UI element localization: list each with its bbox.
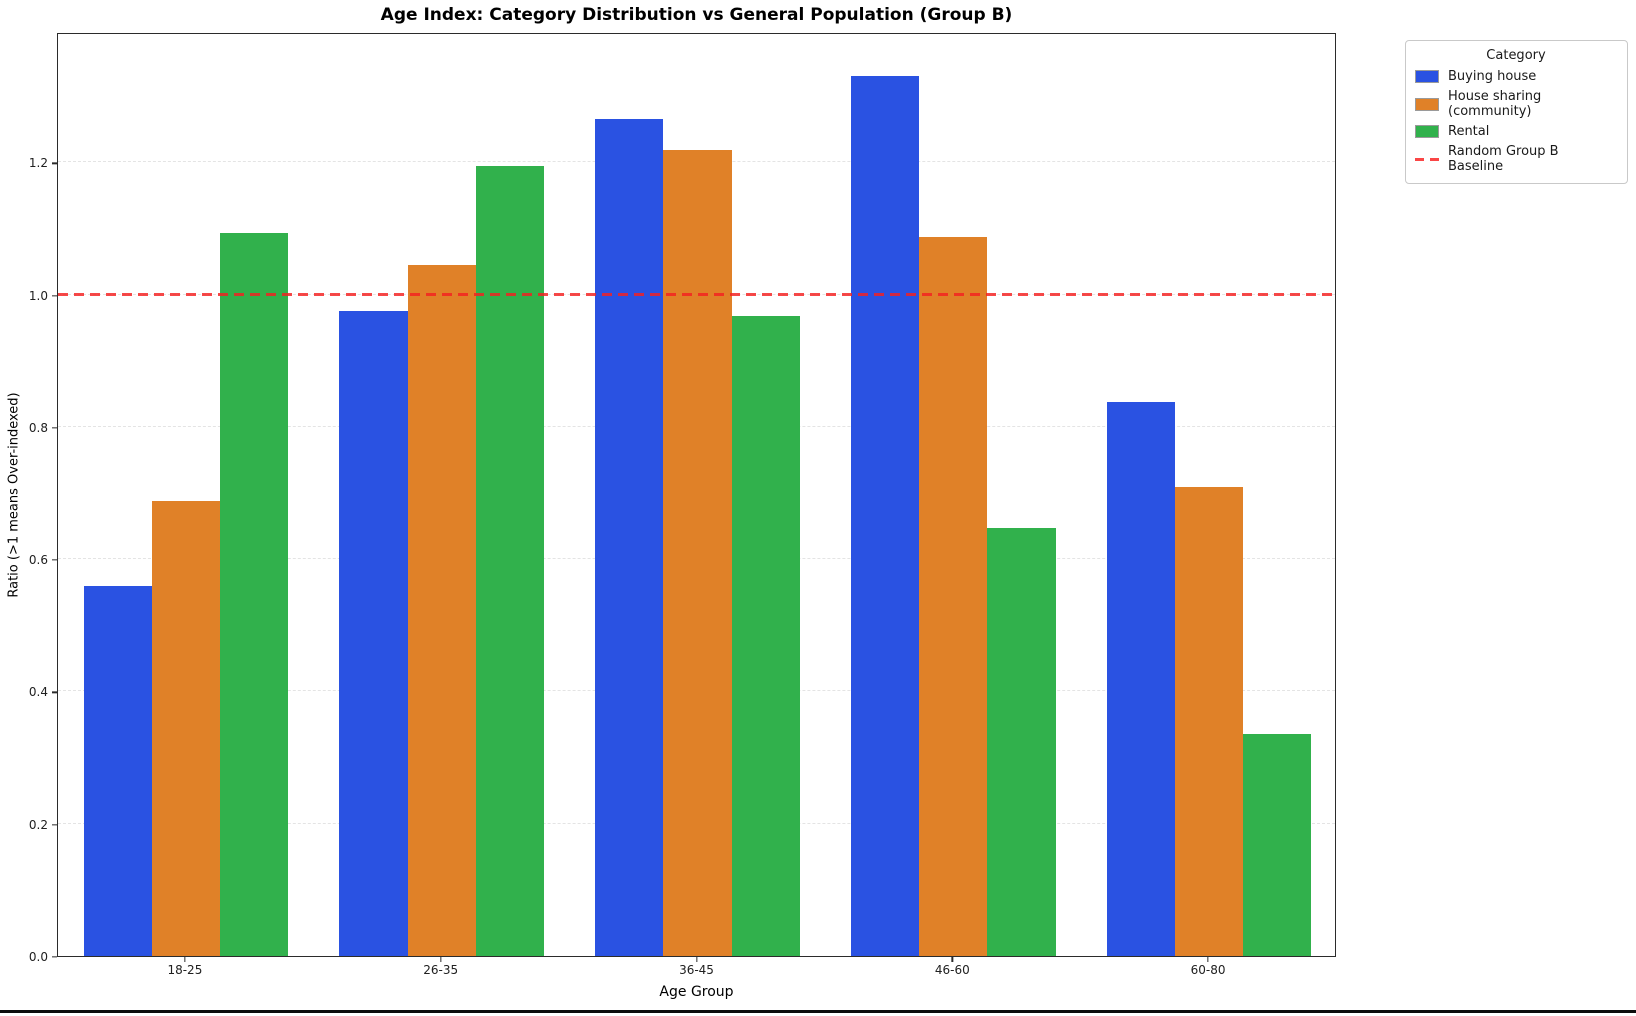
y-tick-mark — [52, 956, 57, 958]
baseline-line — [58, 293, 1335, 297]
legend-title: Category — [1486, 48, 1546, 63]
y-tick-mark — [52, 162, 57, 164]
bar-rental-26-35 — [475, 165, 544, 956]
y-axis-label: Ratio (>1 means Over-indexed) — [6, 392, 22, 598]
y-tick-label: 0.0 — [28, 950, 48, 964]
x-axis-label: Age Group — [659, 984, 734, 1000]
legend-item: Rental — [1415, 124, 1617, 139]
legend: Category Buying house House sharing (comm… — [1405, 40, 1628, 184]
legend-item-label: House sharing (community) — [1448, 89, 1542, 119]
legend-item-label: Rental — [1448, 124, 1490, 139]
bar-buying-house-26-35 — [339, 311, 408, 956]
y-tick-mark — [52, 427, 57, 429]
y-tick-mark — [52, 691, 57, 694]
legend-item-label: Random Group B Baseline — [1448, 144, 1559, 174]
legend-dashed-line-icon — [1415, 157, 1439, 161]
x-tick-label: 26-35 — [423, 963, 459, 977]
y-tick-mark — [52, 824, 57, 826]
legend-items: Buying house House sharing (community) Ren… — [1415, 69, 1617, 174]
legend-color-swatch-icon — [1415, 70, 1439, 83]
legend-item-label: Buying house — [1448, 69, 1537, 84]
legend-color-swatch-icon — [1415, 97, 1439, 111]
bar-buying-house-18-25 — [83, 585, 152, 956]
y-tick-label: 1.0 — [28, 288, 48, 303]
window-bottom-border — [0, 1010, 1636, 1013]
legend-item: Random Group B Baseline — [1415, 144, 1617, 174]
y-tick-label: 1.2 — [28, 156, 48, 171]
x-tick-mark — [695, 957, 698, 962]
bar-rental-46-60 — [987, 528, 1056, 956]
x-tick-mark — [184, 957, 186, 962]
y-tick-label: 0.4 — [28, 685, 48, 700]
y-tick-mark — [52, 294, 57, 297]
y-tick-mark — [52, 559, 57, 561]
chart-title: Age Index: Category Distribution vs Gene… — [380, 5, 1013, 25]
x-tick-mark — [440, 957, 442, 962]
bar-house-sharing-community-60-80 — [1174, 487, 1244, 956]
bar-house-sharing-community-46-60 — [919, 237, 988, 956]
x-tick-label: 36-45 — [679, 963, 714, 977]
bar-buying-house-36-45 — [595, 119, 664, 956]
x-tick-label: 60-80 — [1190, 963, 1226, 977]
plot-area — [57, 33, 1336, 957]
legend-item: Buying house — [1415, 69, 1617, 84]
bar-buying-house-60-80 — [1106, 402, 1175, 956]
y-tick-label: 0.2 — [28, 817, 48, 832]
y-tick-label: 0.8 — [28, 420, 48, 435]
bar-rental-60-80 — [1243, 733, 1312, 956]
x-tick-label: 46-60 — [934, 963, 970, 977]
bar-buying-house-46-60 — [850, 76, 920, 956]
legend-item: House sharing (community) — [1415, 89, 1617, 119]
bar-rental-36-45 — [731, 315, 800, 956]
bar-house-sharing-community-36-45 — [663, 150, 732, 956]
x-tick-label: 18-25 — [167, 963, 203, 977]
x-tick-mark — [951, 957, 953, 962]
y-tick-label: 0.6 — [28, 553, 48, 568]
bar-house-sharing-community-26-35 — [407, 265, 476, 956]
legend-color-swatch-icon — [1415, 125, 1439, 138]
x-tick-mark — [1207, 957, 1209, 962]
bar-house-sharing-community-18-25 — [151, 500, 220, 956]
bar-rental-18-25 — [220, 233, 289, 956]
